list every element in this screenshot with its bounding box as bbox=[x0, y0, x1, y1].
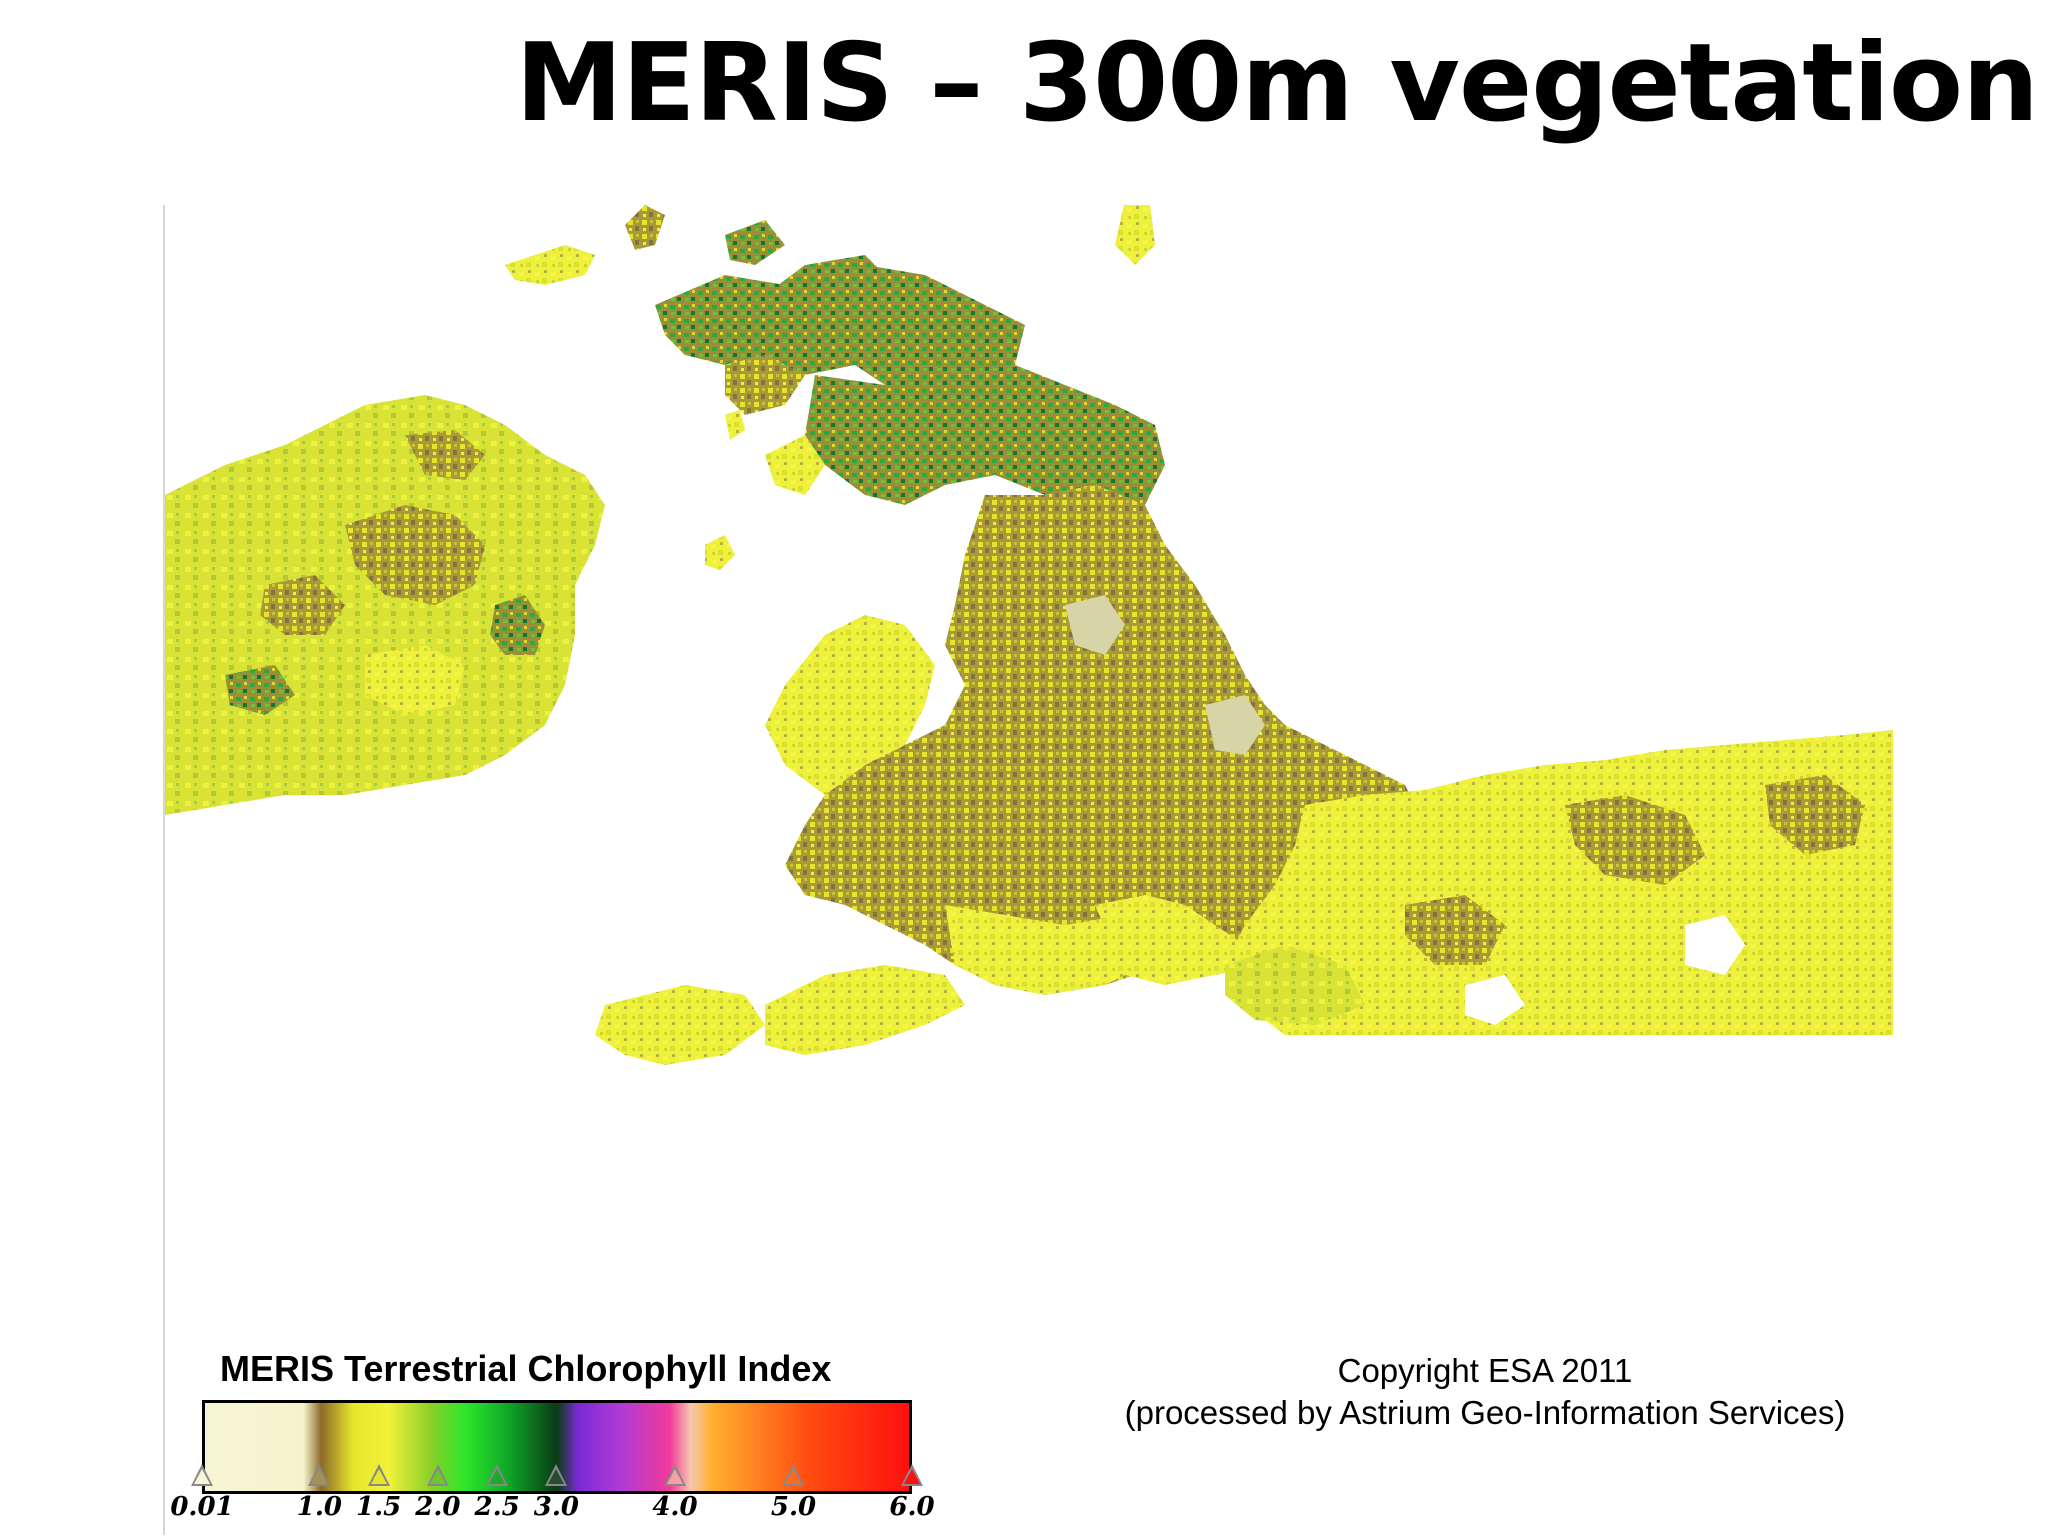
small-islands bbox=[705, 410, 745, 570]
legend-tick-marker bbox=[663, 1464, 686, 1486]
legend-tick-marker bbox=[191, 1464, 213, 1486]
legend-tick-marker bbox=[367, 1464, 390, 1486]
slide-title: MERIS – 300m vegetation bbox=[515, 21, 2039, 146]
legend-tick-label: 0.01 bbox=[170, 1492, 234, 1522]
legend-tick-label: 5.0 bbox=[770, 1492, 817, 1522]
southern-scotland bbox=[765, 365, 1165, 505]
northern-france bbox=[1225, 730, 1893, 1035]
legend-tick-label: 3.0 bbox=[533, 1492, 580, 1522]
legend-tick-marker bbox=[486, 1464, 509, 1486]
legend-tick-label: 1.0 bbox=[296, 1492, 342, 1522]
copyright-notice: Copyright ESA 2011 (processed by Astrium… bbox=[1090, 1350, 1880, 1434]
scotland-highlands bbox=[505, 205, 1155, 415]
copyright-line: Copyright ESA 2011 bbox=[1337, 1352, 1633, 1389]
legend-tick-label: 4.0 bbox=[652, 1492, 698, 1522]
legend-tick-marker bbox=[545, 1464, 568, 1486]
legend-tick-marker bbox=[782, 1464, 805, 1486]
legend-title: MERIS Terrestrial Chlorophyll Index bbox=[220, 1348, 832, 1389]
legend-tick-marker bbox=[426, 1464, 449, 1486]
legend-tick-label: 1.5 bbox=[355, 1492, 402, 1522]
ireland bbox=[165, 395, 605, 815]
processed-by-line: (processed by Astrium Geo-Information Se… bbox=[1124, 1394, 1846, 1431]
legend-tick-label: 2.0 bbox=[415, 1492, 461, 1522]
legend: MERIS Terrestrial Chlorophyll Index 0.01… bbox=[165, 1340, 985, 1536]
legend-tick-label: 2.5 bbox=[474, 1492, 520, 1522]
map-frame bbox=[163, 205, 1893, 1535]
legend-tick-label: 6.0 bbox=[889, 1492, 935, 1522]
chlorophyll-map bbox=[165, 205, 1893, 1065]
legend-tick-marker bbox=[308, 1464, 331, 1486]
legend-tick-marker bbox=[901, 1464, 923, 1486]
